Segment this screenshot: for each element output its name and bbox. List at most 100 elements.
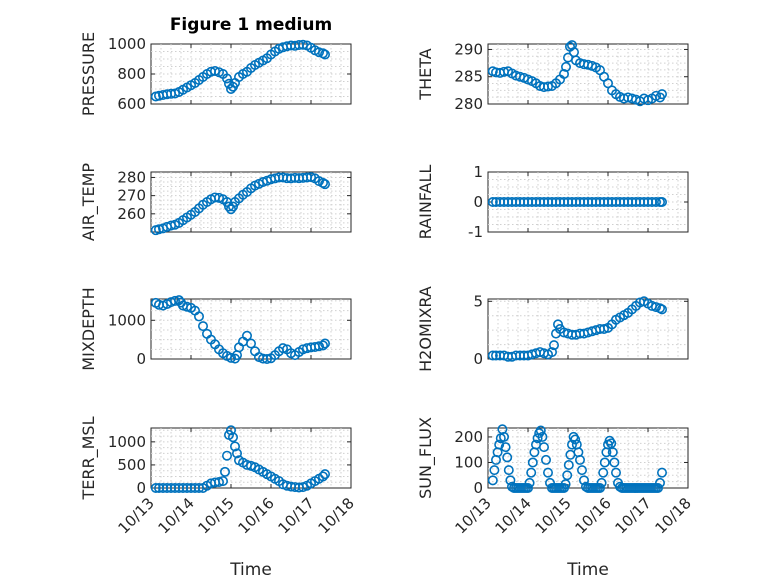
data-point xyxy=(487,197,498,208)
data-point xyxy=(230,441,241,452)
data-point xyxy=(261,353,272,364)
data-point xyxy=(228,201,239,212)
y-tick-label: 270 xyxy=(117,187,146,205)
data-point xyxy=(522,482,533,493)
y-tick-label: 285 xyxy=(454,68,483,86)
y-tick-label: 0 xyxy=(473,479,483,497)
data-point xyxy=(542,467,553,478)
y-tick-label: 1000 xyxy=(108,311,146,329)
data-point xyxy=(317,340,328,351)
data-point xyxy=(319,338,330,349)
panel-theta: 280 285 290 THETA xyxy=(416,40,689,113)
data-point xyxy=(319,49,330,60)
data-point xyxy=(214,476,225,487)
data-point xyxy=(246,338,257,349)
data-point xyxy=(524,477,535,488)
data-point xyxy=(502,452,513,463)
data-point xyxy=(578,475,589,486)
data-point xyxy=(222,73,233,84)
y-tick-label: 280 xyxy=(117,168,146,186)
y-axis-label: SUN_FLUX xyxy=(416,417,436,499)
series-markers xyxy=(150,425,330,493)
grid xyxy=(488,172,688,232)
y-tick-label: 0 xyxy=(473,350,483,368)
data-point xyxy=(537,431,548,442)
data-point xyxy=(319,179,330,190)
data-point xyxy=(654,477,665,488)
data-point xyxy=(500,442,511,453)
data-point xyxy=(560,61,571,72)
data-point xyxy=(656,304,667,315)
figure-title: Figure 1 medium xyxy=(170,15,332,35)
y-axis-label: THETA xyxy=(416,48,435,100)
data-point xyxy=(652,482,663,493)
y-tick-label: 5 xyxy=(473,292,483,310)
y-tick-label: 0 xyxy=(136,479,146,497)
y-axis-label: RAINFALL xyxy=(416,165,435,240)
data-point xyxy=(313,47,324,58)
data-point xyxy=(576,465,587,476)
y-tick-label: -1 xyxy=(468,223,483,241)
data-point xyxy=(542,81,553,92)
data-point xyxy=(574,454,585,465)
data-point xyxy=(487,350,498,361)
data-point xyxy=(540,454,551,465)
y-tick-label: 500 xyxy=(117,456,146,474)
data-point xyxy=(650,302,661,313)
y-tick-label: 0 xyxy=(473,193,483,211)
data-point xyxy=(599,457,610,468)
data-point xyxy=(494,439,505,450)
data-point xyxy=(598,467,609,478)
data-point xyxy=(656,89,667,100)
data-point xyxy=(218,476,229,487)
data-point xyxy=(609,457,620,468)
y-tick-label: 1 xyxy=(473,163,483,181)
x-axis-label: Time xyxy=(229,560,272,580)
y-tick-label: 1000 xyxy=(108,433,146,451)
data-point xyxy=(242,330,253,341)
data-point xyxy=(552,319,563,330)
data-point xyxy=(503,465,514,476)
series-markers xyxy=(150,295,330,364)
data-point xyxy=(650,197,661,208)
y-tick-label: 260 xyxy=(117,205,146,223)
y-axis-label: TERR_MSL xyxy=(79,416,99,500)
y-tick-label: 200 xyxy=(454,428,483,446)
data-point xyxy=(150,482,161,493)
y-tick-label: 600 xyxy=(117,95,146,113)
y-axis-label: AIR_TEMP xyxy=(79,163,99,241)
data-point xyxy=(610,467,621,478)
y-tick-label: 290 xyxy=(454,40,483,58)
y-tick-label: 1000 xyxy=(108,35,146,53)
panel-h2omixra: 0 5 H2OMIXRA xyxy=(416,286,689,372)
data-point xyxy=(498,431,509,442)
data-point xyxy=(487,475,498,486)
data-point xyxy=(607,447,618,458)
data-point xyxy=(566,40,577,51)
data-point xyxy=(319,469,330,480)
data-point xyxy=(527,457,538,468)
data-point xyxy=(558,69,569,80)
panel-rainfall: -1 0 1 RAINFALL xyxy=(416,163,689,241)
data-point xyxy=(226,352,237,363)
data-point xyxy=(596,477,607,488)
panel-mixdepth: 0 1000 MIXDEPTH xyxy=(79,287,352,371)
data-point xyxy=(317,177,328,188)
data-point xyxy=(170,295,181,306)
data-point xyxy=(232,448,243,459)
y-tick-label: 800 xyxy=(117,65,146,83)
data-point xyxy=(220,466,231,477)
data-point xyxy=(317,471,328,482)
series-markers xyxy=(487,296,667,362)
series-markers xyxy=(150,39,330,102)
data-point xyxy=(548,340,559,351)
data-point xyxy=(313,341,324,352)
data-point xyxy=(194,311,205,322)
data-point xyxy=(598,323,609,334)
y-tick-label: 0 xyxy=(136,350,146,368)
data-point xyxy=(198,321,209,332)
series-markers xyxy=(487,40,667,107)
grid xyxy=(488,428,688,488)
